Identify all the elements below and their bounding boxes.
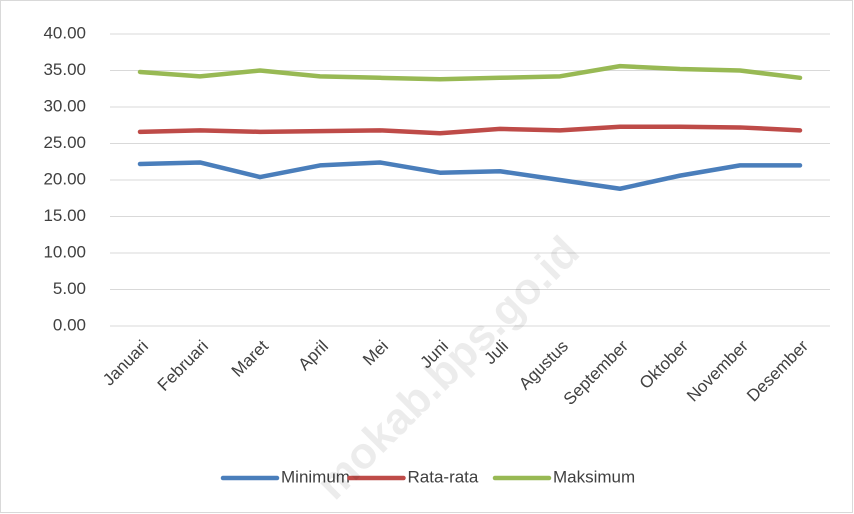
y-tick-label: 15.00 [43, 206, 86, 225]
legend-label: Minimum [281, 467, 350, 486]
legend-label: Maksimum [553, 467, 635, 486]
y-tick-label: 0.00 [53, 315, 86, 334]
y-tick-label: 5.00 [53, 279, 86, 298]
legend-label: Rata-rata [408, 467, 479, 486]
y-tick-label: 10.00 [43, 242, 86, 261]
series-line [137, 63, 803, 82]
y-tick-label: 25.00 [43, 133, 86, 152]
series-line [137, 124, 803, 136]
y-tick-label: 30.00 [43, 96, 86, 115]
series-line [137, 160, 803, 192]
y-tick-label: 20.00 [43, 169, 86, 188]
y-tick-label: 40.00 [43, 23, 86, 42]
y-tick-label: 35.00 [43, 60, 86, 79]
